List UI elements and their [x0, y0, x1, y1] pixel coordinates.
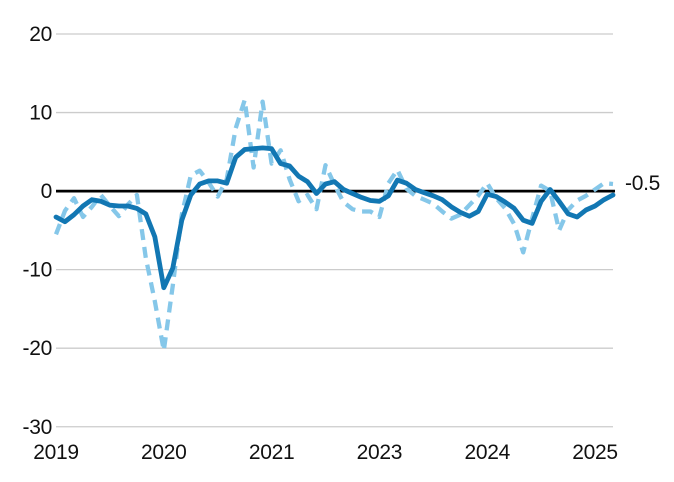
x-tick-label: 2023 [357, 441, 403, 464]
x-tick-label: 2020 [141, 441, 187, 464]
monthly-raw-line [53, 97, 614, 353]
smoothed-trend-line [53, 145, 616, 291]
x-tick-label: 2019 [33, 441, 79, 464]
x-tick-label: 2024 [464, 441, 510, 464]
y-tick-label: 20 [29, 23, 52, 46]
y-tick-label: -20 [23, 337, 52, 360]
y-tick-label: 0 [41, 180, 52, 203]
x-tick-label: 2021 [249, 441, 295, 464]
y-tick-label: -10 [23, 259, 52, 282]
x-tick-label: 2025 [572, 441, 618, 464]
y-tick-label: -30 [23, 416, 52, 439]
latest-value-label: -0.5 [625, 172, 660, 195]
y-tick-label: 10 [29, 102, 52, 125]
